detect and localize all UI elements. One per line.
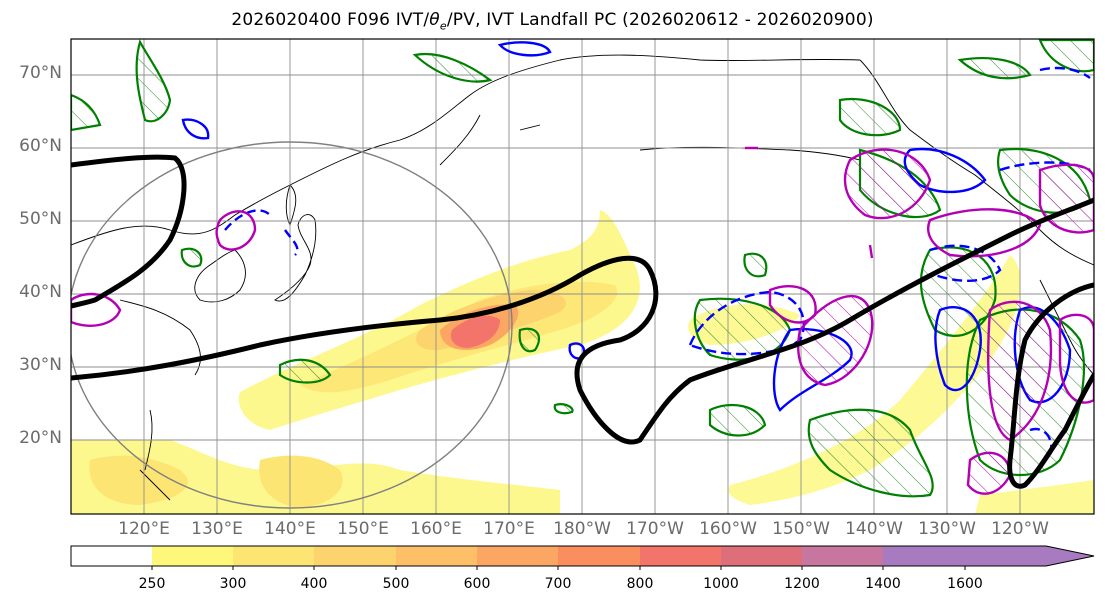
- lon-label: 150°E: [337, 519, 389, 539]
- colorbar-tick-label: 1400: [865, 576, 901, 592]
- lat-label: 20°N: [19, 428, 62, 448]
- lon-label: 120°W: [991, 519, 1049, 539]
- colorbar-tick-label: 400: [300, 576, 328, 592]
- colorbar-bin: [721, 546, 802, 566]
- colorbar-tick-label: 250: [138, 576, 166, 592]
- colorbar-extend-arrow: [965, 546, 1094, 566]
- lon-label: 180°W: [553, 519, 611, 539]
- lon-label: 160°W: [699, 519, 757, 539]
- colorbar-bin: [233, 546, 314, 566]
- colorbar-bin: [71, 546, 152, 566]
- colorbar-bin: [640, 546, 721, 566]
- colorbar-tick-label: 1600: [947, 576, 983, 592]
- lon-label: 140°W: [845, 519, 903, 539]
- colorbar-bin: [883, 546, 965, 566]
- lon-label: 170°E: [483, 519, 535, 539]
- colorbar-bin: [314, 546, 396, 566]
- colorbar-bin: [477, 546, 558, 566]
- colorbar-outline: [70, 545, 1095, 567]
- colorbar-tick-label: 600: [463, 576, 491, 592]
- lon-label: 140°E: [264, 519, 316, 539]
- colorbar-bin: [396, 546, 477, 566]
- colorbar-bin: [558, 546, 640, 566]
- colorbar-tick-label: 500: [382, 576, 410, 592]
- lat-label: 50°N: [19, 209, 62, 229]
- colorbar-tick-label: 700: [544, 576, 572, 592]
- colorbar-tick-label: 1000: [703, 576, 739, 592]
- landfall-pc-circle: [71, 141, 513, 509]
- lat-label: 30°N: [19, 355, 62, 375]
- plot-frame: [70, 38, 1095, 515]
- colorbar-bin: [152, 546, 233, 566]
- colorbar: [70, 545, 1095, 570]
- lon-label: 150°W: [772, 519, 830, 539]
- lon-label: 160°E: [410, 519, 462, 539]
- ivt-shading: [71, 210, 1094, 514]
- colorbar-tick-label: 800: [626, 576, 654, 592]
- lon-label: 170°W: [626, 519, 684, 539]
- theta-e-contours: [71, 154, 1094, 489]
- colorbar-tick-label: 300: [219, 576, 247, 592]
- lat-label: 40°N: [19, 282, 62, 302]
- colorbar-bin: [802, 546, 883, 566]
- lon-label: 130°W: [918, 519, 976, 539]
- lat-label: 60°N: [19, 136, 62, 156]
- map-title: 2026020400 F096 IVT/θe/PV, IVT Landfall …: [231, 10, 874, 33]
- lon-label: 130°E: [191, 519, 243, 539]
- lon-label: 120°E: [118, 519, 170, 539]
- lat-label: 70°N: [19, 63, 62, 83]
- colorbar-tick-label: 1200: [784, 576, 820, 592]
